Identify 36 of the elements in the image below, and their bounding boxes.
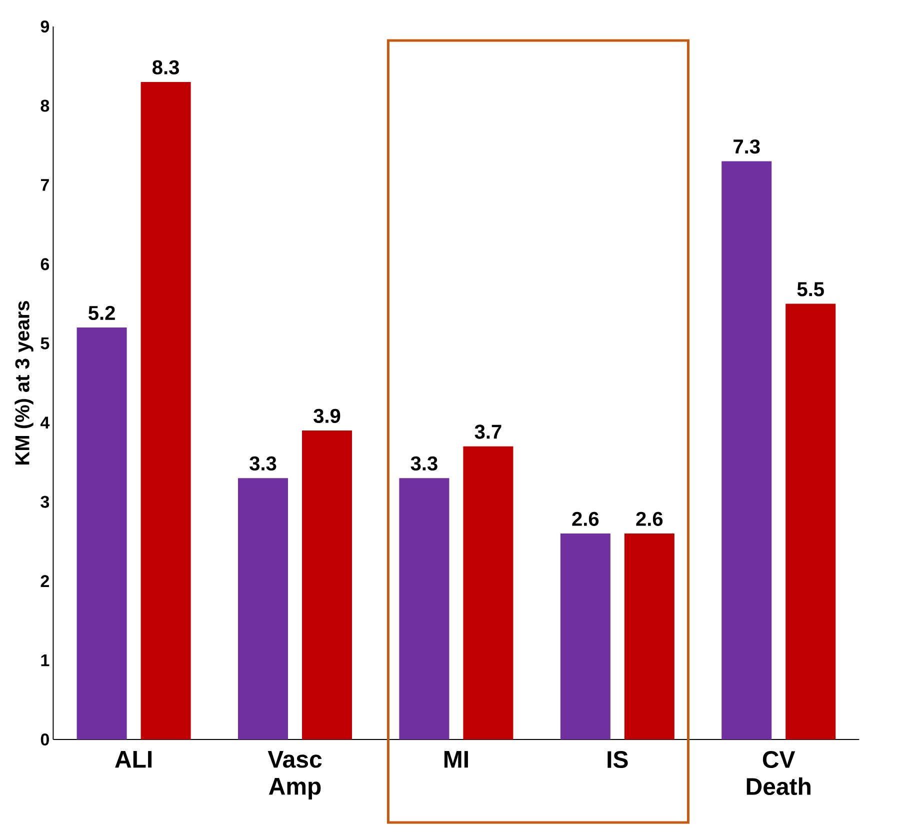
bar (624, 534, 674, 740)
data-label: 8.3 (152, 60, 179, 74)
y-tick-label: 5 (40, 337, 50, 350)
bar (302, 430, 352, 740)
data-label: 3.3 (410, 456, 438, 471)
bar (463, 446, 514, 740)
y-axis-title: KM (%) at 3 years (14, 301, 34, 464)
data-label: 2.6 (636, 512, 663, 526)
bar (786, 304, 836, 740)
y-tick-label: 4 (40, 416, 50, 428)
x-tick-label: Vasc Amp (268, 751, 322, 800)
y-tick-label: 1 (41, 654, 50, 666)
y-tick-label: 0 (40, 733, 49, 746)
y-tick-label: 6 (40, 258, 50, 270)
y-tick-label: 3 (40, 496, 50, 508)
y-tick-label: 7 (40, 179, 49, 191)
data-label: 2.6 (572, 512, 599, 526)
bar (722, 161, 772, 740)
x-tick-label: CV Death (746, 751, 810, 796)
y-tick-label: 2 (40, 575, 49, 588)
data-label: 3.7 (474, 424, 502, 439)
x-tick-label: MI (444, 751, 468, 768)
data-label: 3.3 (250, 456, 276, 471)
data-label: 5.2 (88, 306, 115, 320)
bar (76, 328, 127, 740)
bar (560, 534, 610, 740)
y-tick-label: 8 (40, 100, 50, 112)
x-tick-label: IS (608, 751, 628, 768)
y-tick-label: 9 (40, 20, 50, 33)
x-tick-label: ALI (115, 751, 152, 768)
bar (140, 82, 191, 740)
data-label: 3.9 (314, 408, 340, 424)
data-label: 5.5 (797, 282, 824, 296)
bar (238, 478, 288, 740)
data-label: 7.3 (734, 139, 760, 154)
bar (399, 478, 450, 740)
